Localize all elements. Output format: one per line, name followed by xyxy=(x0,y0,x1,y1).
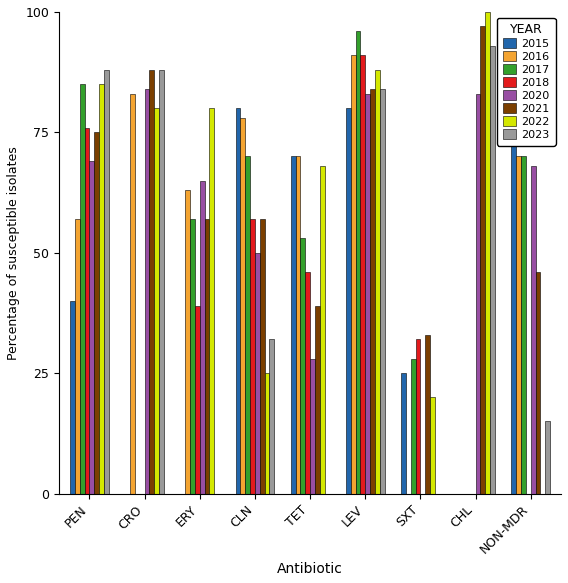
Bar xyxy=(511,118,516,494)
Bar xyxy=(320,166,324,494)
Bar xyxy=(255,253,260,494)
Bar xyxy=(425,335,430,494)
Bar xyxy=(370,89,375,494)
Legend: 2015, 2016, 2017, 2018, 2020, 2021, 2022, 2023: 2015, 2016, 2017, 2018, 2020, 2021, 2022… xyxy=(497,17,556,146)
Bar xyxy=(185,190,190,494)
Bar xyxy=(485,12,490,494)
Bar xyxy=(411,359,416,494)
Bar xyxy=(361,55,365,494)
Bar xyxy=(310,359,315,494)
Bar xyxy=(210,108,214,494)
Bar xyxy=(300,238,305,494)
Bar xyxy=(295,156,300,494)
Bar xyxy=(99,84,104,494)
Bar xyxy=(521,156,526,494)
Bar xyxy=(516,156,521,494)
Bar xyxy=(104,70,108,494)
Bar xyxy=(149,70,154,494)
Bar xyxy=(240,118,245,494)
Bar xyxy=(401,373,406,494)
Bar xyxy=(145,89,149,494)
Bar xyxy=(475,94,481,494)
Bar xyxy=(130,94,135,494)
Bar xyxy=(315,305,320,494)
Bar xyxy=(365,94,370,494)
Bar xyxy=(260,219,265,494)
Bar xyxy=(195,305,200,494)
Bar xyxy=(380,89,385,494)
Bar xyxy=(94,132,99,494)
Bar xyxy=(80,84,85,494)
Bar xyxy=(531,166,536,494)
Bar xyxy=(250,219,255,494)
Bar xyxy=(375,70,380,494)
Bar xyxy=(236,108,240,494)
Bar xyxy=(545,422,550,494)
Bar xyxy=(85,128,89,494)
Bar xyxy=(356,31,361,494)
Bar xyxy=(490,45,495,494)
Bar xyxy=(75,219,80,494)
Bar xyxy=(481,26,485,494)
X-axis label: Antibiotic: Antibiotic xyxy=(277,562,343,576)
Bar xyxy=(536,272,540,494)
Bar xyxy=(89,161,94,494)
Bar xyxy=(430,397,435,494)
Bar xyxy=(269,339,274,494)
Bar xyxy=(351,55,356,494)
Bar xyxy=(245,156,250,494)
Bar xyxy=(70,301,75,494)
Bar xyxy=(200,181,204,494)
Bar xyxy=(291,156,295,494)
Bar xyxy=(190,219,195,494)
Bar xyxy=(346,108,351,494)
Bar xyxy=(265,373,269,494)
Bar xyxy=(204,219,210,494)
Bar xyxy=(305,272,310,494)
Bar xyxy=(416,339,420,494)
Bar xyxy=(159,70,164,494)
Bar xyxy=(154,108,159,494)
Y-axis label: Percentage of susceptible isolates: Percentage of susceptible isolates xyxy=(7,146,20,360)
